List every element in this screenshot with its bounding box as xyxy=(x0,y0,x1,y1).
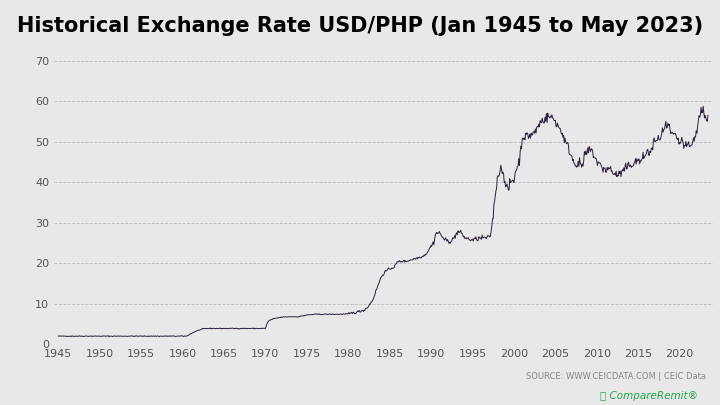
Legend: Exchange Rate against USD: Period Avg: Monthly: Philippines: Exchange Rate against USD: Period Avg: M… xyxy=(60,403,434,405)
Text: SOURCE: WWW.CEICDATA.COM | CEIC Data: SOURCE: WWW.CEICDATA.COM | CEIC Data xyxy=(526,372,706,381)
Text: Historical Exchange Rate USD/PHP (Jan 1945 to May 2023): Historical Exchange Rate USD/PHP (Jan 19… xyxy=(17,16,703,36)
Text: Ⓢ CompareRemit®: Ⓢ CompareRemit® xyxy=(600,391,698,401)
